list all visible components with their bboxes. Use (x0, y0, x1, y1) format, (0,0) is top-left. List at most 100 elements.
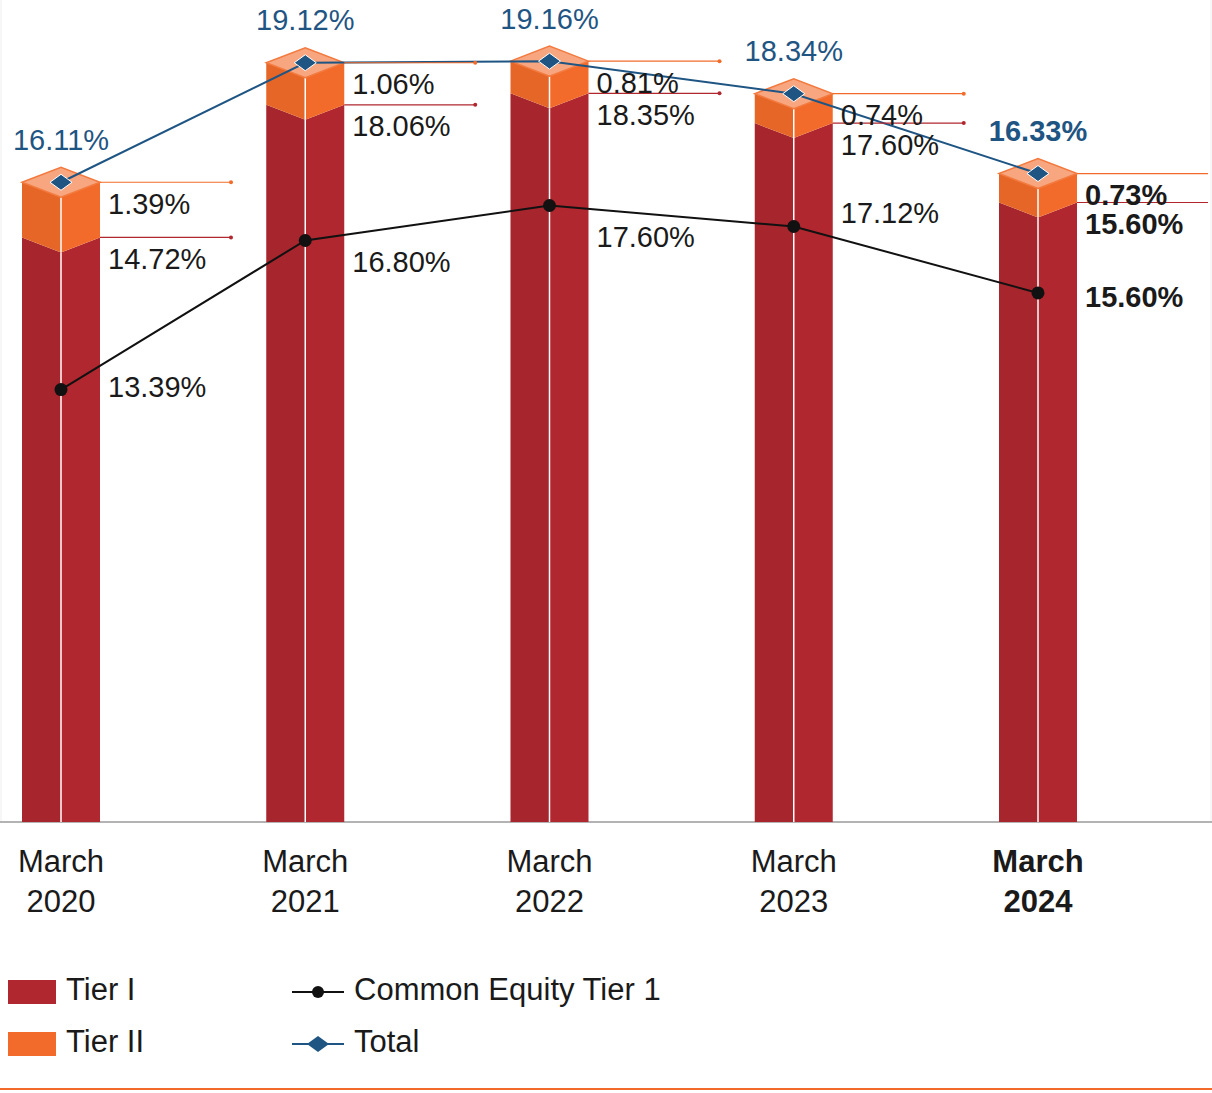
data-label: 16.11% (13, 124, 109, 156)
bar-segment (22, 237, 100, 822)
category-label: March 2022 (506, 844, 592, 919)
data-label: 0.74% (841, 99, 923, 131)
leader-dot (229, 180, 233, 184)
y2-axis-line (1211, 0, 1212, 822)
bar-face-right (305, 105, 344, 822)
leader-dot (962, 121, 966, 125)
data-label: 17.60% (841, 129, 939, 161)
leader-line (833, 93, 964, 94)
leader-line (1077, 173, 1208, 174)
marker (543, 199, 556, 212)
category-label: March 2023 (751, 844, 837, 919)
category-label-line: 2020 (27, 884, 96, 919)
category-label: March 2020 (18, 844, 104, 919)
leader-line (100, 182, 231, 183)
bar-segment (999, 203, 1077, 822)
legend-swatch (8, 1032, 56, 1056)
legend-label: Tier II (66, 1024, 144, 1059)
y-axis-line (1, 0, 2, 822)
marker (783, 86, 805, 102)
bar-face-right (61, 237, 100, 822)
bar-top (999, 159, 1077, 189)
leader-dot (229, 235, 233, 239)
category-label-line: 2024 (1004, 884, 1074, 919)
bar-edge (305, 120, 307, 822)
bar-face-left (266, 105, 305, 822)
bar-edge (793, 138, 795, 822)
data-label: 15.60% (1085, 208, 1184, 240)
labels: 14.72%1.39%18.06%1.06%18.35%0.81%17.60%0… (13, 3, 1208, 403)
marker (1032, 286, 1045, 299)
data-label: 14.72% (108, 243, 206, 275)
chart: 14.72%1.39%18.06%1.06%18.35%0.81%17.60%0… (0, 0, 1212, 1093)
bar-face-left (22, 237, 61, 822)
legend-swatch (8, 980, 56, 1004)
data-label: 18.06% (352, 110, 450, 142)
bar-top (755, 79, 833, 109)
bar-top (22, 167, 100, 197)
data-label: 17.12% (841, 197, 939, 229)
data-label: 0.73% (1085, 179, 1167, 211)
leader-dot (962, 92, 966, 96)
leader-dot (718, 59, 722, 63)
legend-marker (307, 1036, 329, 1052)
bar-face-left (511, 93, 550, 822)
bar-segment (266, 105, 344, 822)
marker (1027, 166, 1049, 182)
category-label-line: 2021 (271, 884, 340, 919)
legend-label: Common Equity Tier 1 (354, 972, 661, 1007)
leader-line (344, 62, 475, 63)
data-label: 18.34% (745, 35, 843, 67)
bar-face-right (550, 93, 589, 822)
series-line (61, 61, 1038, 182)
series-line (61, 206, 1038, 390)
leader-dot (473, 103, 477, 107)
bar-edge (60, 197, 62, 252)
data-label: 16.33% (989, 115, 1088, 147)
marker (539, 53, 561, 69)
category-label: March 2024 (992, 844, 1083, 919)
bottom-rule (0, 1088, 1212, 1090)
category-label-line: March (262, 844, 348, 879)
bar-edge (60, 252, 62, 822)
data-label: 1.39% (108, 188, 190, 220)
marker (787, 220, 800, 233)
category-label-line: 2022 (515, 884, 584, 919)
bar-segment (755, 123, 833, 822)
marker (294, 55, 316, 71)
category-label: March 2021 (262, 844, 348, 919)
leader-dot (718, 91, 722, 95)
marker (299, 234, 312, 247)
data-label: 15.60% (1085, 281, 1184, 313)
leader-line (100, 237, 231, 238)
category-label-line: March (18, 844, 104, 879)
legend: Tier I Tier II Common Equity Tier 1 Total (8, 972, 661, 1059)
data-label: 13.39% (108, 371, 206, 403)
plot-area (22, 46, 1077, 822)
bar-edge (793, 109, 795, 138)
category-label-line: March (506, 844, 592, 879)
data-label: 1.06% (352, 68, 434, 100)
category-label-line: March (751, 844, 837, 879)
leader-line (589, 61, 720, 62)
data-label: 16.80% (352, 246, 450, 278)
legend-label: Total (354, 1024, 419, 1059)
bar-edge (549, 76, 551, 108)
marker (55, 383, 68, 396)
leader-line (344, 104, 475, 105)
data-label: 0.81% (597, 67, 679, 99)
legend-label: Tier I (66, 972, 135, 1007)
marker (50, 174, 72, 190)
category-label-line: March (992, 844, 1083, 879)
bar-edge (305, 78, 307, 120)
bar-edge (1037, 189, 1039, 218)
data-label: 19.16% (500, 3, 598, 35)
bar-edge (1037, 218, 1039, 822)
category-label-line: 2023 (759, 884, 828, 919)
data-label: 17.60% (597, 221, 695, 253)
bar-segment (511, 93, 589, 822)
bar-edge (549, 108, 551, 822)
data-label: 18.35% (597, 99, 695, 131)
data-label: 19.12% (256, 4, 354, 36)
legend-marker (312, 986, 324, 998)
